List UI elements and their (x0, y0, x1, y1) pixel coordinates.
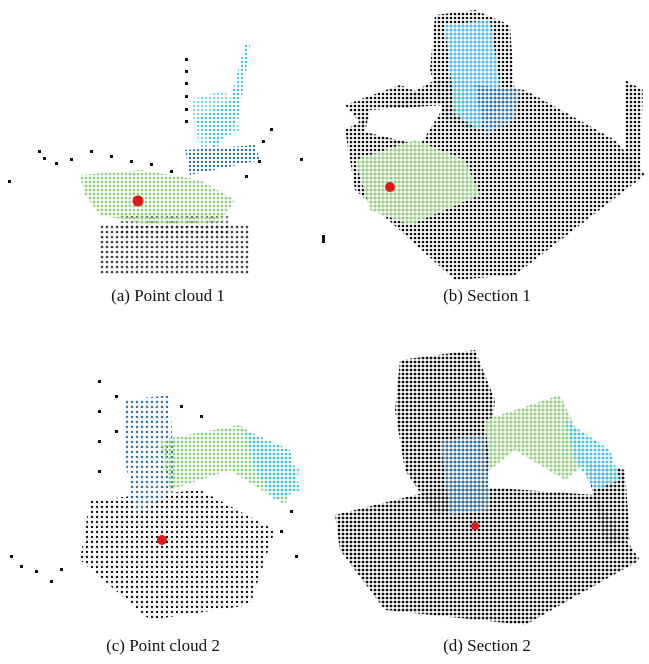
caption-section-2: (d) Section 2 (443, 636, 531, 655)
figure-panel-point-cloud-2 (0, 340, 325, 630)
section-1-image (345, 10, 645, 280)
seed-point-marker (157, 535, 167, 545)
seed-point-marker (471, 522, 479, 530)
seed-point-marker (385, 182, 395, 192)
figure-panel-section-1 (325, 0, 649, 282)
seed-point-marker (132, 195, 144, 207)
figure-panel-section-2 (325, 340, 649, 630)
caption-point-cloud-2: (c) Point cloud 2 (106, 636, 220, 655)
point-cloud-2-image (10, 380, 300, 620)
caption-point-cloud-1: (a) Point cloud 1 (111, 286, 225, 305)
caption-section-1: (b) Section 1 (443, 286, 531, 305)
figure-panel-point-cloud-1 (0, 0, 325, 282)
point-cloud-1-image (8, 45, 325, 275)
section-2-image (335, 350, 640, 625)
